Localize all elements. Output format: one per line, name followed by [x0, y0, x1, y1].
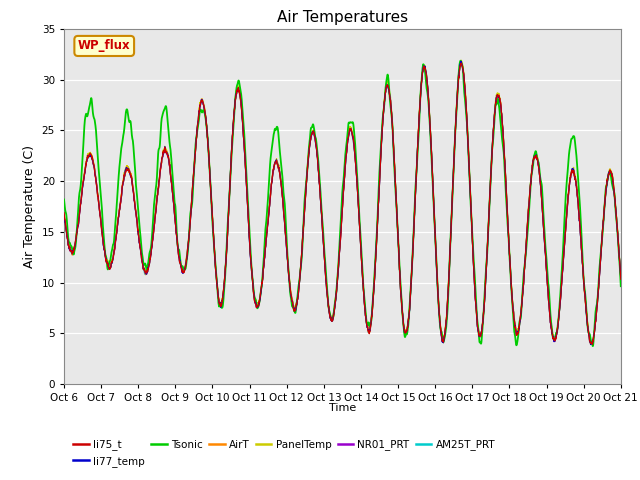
Legend: li75_t, li77_temp, Tsonic, AirT, PanelTemp, NR01_PRT, AM25T_PRT: li75_t, li77_temp, Tsonic, AirT, PanelTe… [69, 435, 499, 471]
Title: Air Temperatures: Air Temperatures [277, 10, 408, 25]
Y-axis label: Air Temperature (C): Air Temperature (C) [23, 145, 36, 268]
Text: WP_flux: WP_flux [78, 39, 131, 52]
X-axis label: Time: Time [329, 403, 356, 413]
